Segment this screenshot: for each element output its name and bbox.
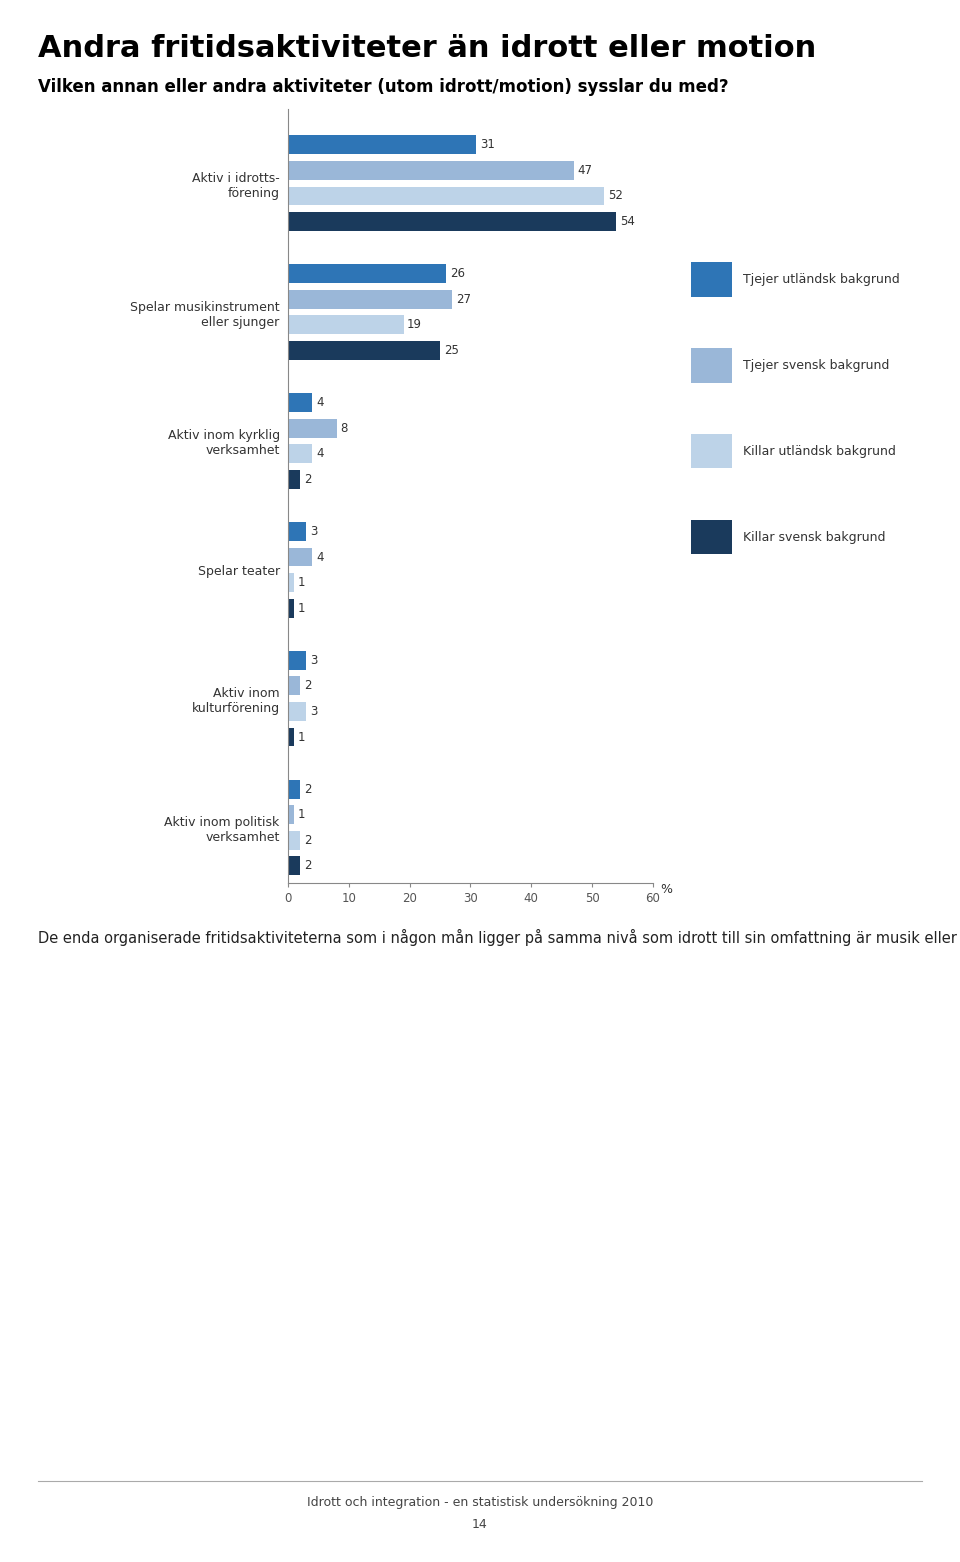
Text: 2: 2 xyxy=(303,834,311,847)
Text: Vilken annan eller andra aktiviteter (utom idrott/motion) sysslar du med?: Vilken annan eller andra aktiviteter (ut… xyxy=(38,78,729,97)
Text: 2: 2 xyxy=(303,859,311,872)
Text: 8: 8 xyxy=(340,422,348,434)
Text: Tjejer utländsk bakgrund: Tjejer utländsk bakgrund xyxy=(743,273,900,286)
Bar xyxy=(288,291,452,309)
Bar xyxy=(288,598,294,617)
Bar xyxy=(288,444,312,464)
Text: 26: 26 xyxy=(449,267,465,280)
Bar xyxy=(288,264,446,283)
Bar xyxy=(288,394,312,412)
Text: De enda organiserade fritidsaktiviteterna som i någon mån ligger på samma nivå s: De enda organiserade fritidsaktivitetern… xyxy=(38,929,960,947)
Bar xyxy=(288,136,476,155)
Bar xyxy=(288,212,616,231)
Text: Killar utländsk bakgrund: Killar utländsk bakgrund xyxy=(743,445,896,458)
Text: 1: 1 xyxy=(298,808,305,822)
Text: 4: 4 xyxy=(316,447,324,461)
Bar xyxy=(288,573,294,592)
Text: 2: 2 xyxy=(303,783,311,795)
Text: Idrott och integration - en statistisk undersökning 2010: Idrott och integration - en statistisk u… xyxy=(307,1496,653,1509)
Text: 4: 4 xyxy=(316,550,324,564)
Text: 3: 3 xyxy=(310,525,317,537)
Bar xyxy=(288,341,440,359)
Text: 31: 31 xyxy=(480,139,495,152)
Text: Killar svensk bakgrund: Killar svensk bakgrund xyxy=(743,531,885,544)
Text: 3: 3 xyxy=(310,704,317,719)
Text: 19: 19 xyxy=(407,319,422,331)
Bar xyxy=(288,831,300,850)
Bar xyxy=(288,728,294,747)
Bar xyxy=(288,779,300,798)
Text: %: % xyxy=(660,883,672,895)
Bar xyxy=(288,548,312,567)
Bar xyxy=(288,701,306,722)
Bar xyxy=(288,419,337,437)
Bar xyxy=(288,651,306,670)
Text: 27: 27 xyxy=(456,292,470,306)
Bar xyxy=(288,522,306,540)
Text: 3: 3 xyxy=(310,654,317,667)
Bar xyxy=(288,856,300,875)
Text: 25: 25 xyxy=(444,344,459,356)
Bar xyxy=(288,161,574,180)
Text: 1: 1 xyxy=(298,601,305,614)
Text: 47: 47 xyxy=(577,164,592,177)
Bar xyxy=(288,470,300,489)
Text: 1: 1 xyxy=(298,731,305,744)
Text: 52: 52 xyxy=(608,189,623,203)
Text: 2: 2 xyxy=(303,473,311,486)
Bar xyxy=(288,806,294,825)
Text: Andra fritidsaktiviteter än idrott eller motion: Andra fritidsaktiviteter än idrott eller… xyxy=(38,34,817,64)
Text: 4: 4 xyxy=(316,397,324,409)
Text: 2: 2 xyxy=(303,679,311,692)
Text: Tjejer svensk bakgrund: Tjejer svensk bakgrund xyxy=(743,359,889,372)
Bar xyxy=(288,316,403,334)
Text: 1: 1 xyxy=(298,576,305,589)
Text: 54: 54 xyxy=(620,216,635,228)
Bar xyxy=(288,676,300,695)
Text: 14: 14 xyxy=(472,1518,488,1531)
Bar xyxy=(288,186,604,206)
